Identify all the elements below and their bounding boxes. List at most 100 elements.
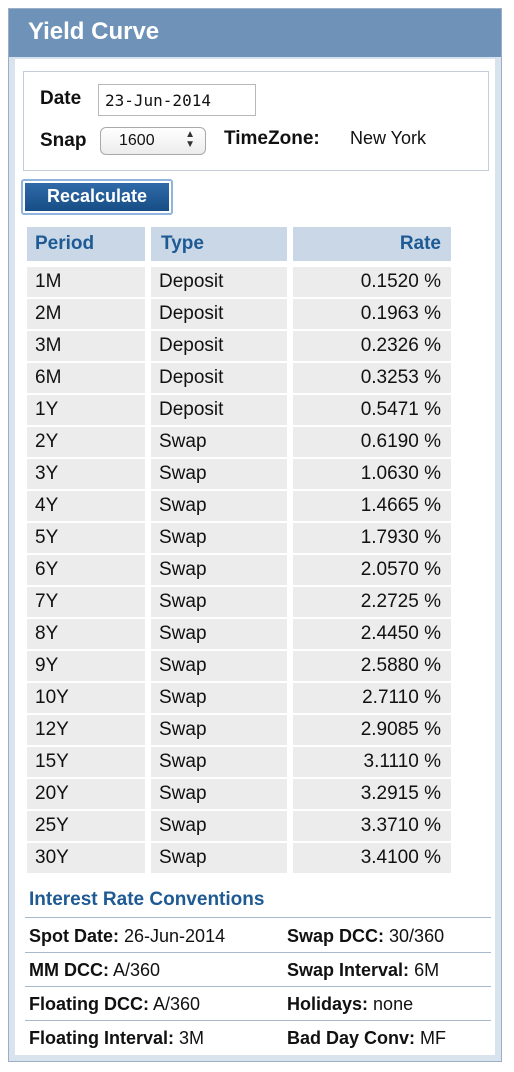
- timezone-value: New York: [350, 128, 427, 148]
- period-cell: 8Y: [27, 619, 145, 649]
- type-cell: Swap: [151, 619, 287, 649]
- table-row: 1Y Deposit 0.5471 %: [27, 395, 451, 425]
- type-cell: Deposit: [151, 331, 287, 361]
- rate-cell: 1.4665 %: [293, 491, 451, 521]
- floating-dcc-label: Floating DCC:: [29, 994, 149, 1014]
- table-row: 6M Deposit 0.3253 %: [27, 363, 451, 393]
- rate-cell: 0.6190 %: [293, 427, 451, 457]
- table-row: 3Y Swap 1.0630 %: [27, 459, 451, 489]
- holidays-item: Holidays: none: [287, 994, 413, 1015]
- type-cell: Swap: [151, 683, 287, 713]
- query-form: Date Snap 1600 ▲▼ TimeZone: New York: [23, 71, 489, 171]
- rate-cell: 1.7930 %: [293, 523, 451, 553]
- snap-label: Snap: [40, 130, 87, 151]
- swap-dcc-label: Swap DCC:: [287, 926, 385, 946]
- table-row: 2M Deposit 0.1963 %: [27, 299, 451, 329]
- type-cell: Swap: [151, 747, 287, 777]
- floating-interval-label: Floating Interval:: [29, 1028, 175, 1048]
- recalculate-button-label: Recalculate: [25, 183, 169, 211]
- rate-cell: 0.1963 %: [293, 299, 451, 329]
- snap-select[interactable]: 1600 ▲ ▼: [100, 127, 206, 155]
- column-header-rate: Rate: [293, 227, 451, 261]
- rate-cell: 2.7110 %: [293, 683, 451, 713]
- panel-body: Date Snap 1600 ▲▼ TimeZone: New York Rec…: [15, 59, 495, 1055]
- table-row: 4Y Swap 1.4665 %: [27, 491, 451, 521]
- type-cell: Deposit: [151, 395, 287, 425]
- rate-cell: 0.2326 %: [293, 331, 451, 361]
- type-cell: Swap: [151, 523, 287, 553]
- type-cell: Swap: [151, 491, 287, 521]
- table-row: 30Y Swap 3.4100 %: [27, 843, 451, 873]
- type-cell: Swap: [151, 843, 287, 873]
- period-cell: 1Y: [27, 395, 145, 425]
- period-cell: 4Y: [27, 491, 145, 521]
- type-cell: Swap: [151, 427, 287, 457]
- table-row: 3M Deposit 0.2326 %: [27, 331, 451, 361]
- period-cell: 3M: [27, 331, 145, 361]
- period-cell: 20Y: [27, 779, 145, 809]
- holidays-value: none: [373, 994, 414, 1014]
- table-row: 15Y Swap 3.1110 %: [27, 747, 451, 777]
- recalculate-button[interactable]: Recalculate: [21, 179, 173, 215]
- rate-cell: 0.5471 %: [293, 395, 451, 425]
- period-cell: 2M: [27, 299, 145, 329]
- period-cell: 6M: [27, 363, 145, 393]
- date-input[interactable]: [98, 84, 256, 116]
- rate-cell: 3.2915 %: [293, 779, 451, 809]
- period-cell: 30Y: [27, 843, 145, 873]
- rate-cell: 3.1110 %: [293, 747, 451, 777]
- table-row: 8Y Swap 2.4450 %: [27, 619, 451, 649]
- conventions-row-divider: [25, 952, 491, 953]
- rate-cell: 1.0630 %: [293, 459, 451, 489]
- floating-dcc-value: A/360: [153, 994, 201, 1014]
- mm-dcc-item: MM DCC: A/360: [29, 960, 160, 981]
- type-cell: Deposit: [151, 363, 287, 393]
- period-cell: 15Y: [27, 747, 145, 777]
- period-cell: 5Y: [27, 523, 145, 553]
- table-row: 7Y Swap 2.2725 %: [27, 587, 451, 617]
- yield-curve-panel: Yield Curve Date Snap 1600 ▲▼ TimeZone: …: [8, 8, 502, 1062]
- period-cell: 25Y: [27, 811, 145, 841]
- holidays-label: Holidays:: [287, 994, 369, 1014]
- swap-interval-item: Swap Interval: 6M: [287, 960, 439, 981]
- rate-cell: 2.4450 %: [293, 619, 451, 649]
- floating-interval-item: Floating Interval: 3M: [29, 1028, 204, 1049]
- column-header-type: Type: [151, 227, 287, 261]
- period-cell: 2Y: [27, 427, 145, 457]
- spot-date-item: Spot Date: 26-Jun-2014: [29, 926, 225, 947]
- period-cell: 1M: [27, 267, 145, 297]
- rate-cell: 2.2725 %: [293, 587, 451, 617]
- type-cell: Deposit: [151, 299, 287, 329]
- swap-interval-label: Swap Interval:: [287, 960, 410, 980]
- type-cell: Swap: [151, 651, 287, 681]
- type-cell: Swap: [151, 779, 287, 809]
- conventions-row-divider: [25, 1020, 491, 1021]
- rate-cell: 2.5880 %: [293, 651, 451, 681]
- mm-dcc-value: A/360: [113, 960, 161, 980]
- select-arrows-icon: ▲ ▼: [185, 129, 195, 150]
- floating-dcc-item: Floating DCC: A/360: [29, 994, 200, 1015]
- period-cell: 3Y: [27, 459, 145, 489]
- bad-day-conv-value: MF: [420, 1028, 447, 1048]
- date-label: Date: [40, 88, 82, 109]
- table-row: 1M Deposit 0.1520 %: [27, 267, 451, 297]
- type-cell: Swap: [151, 811, 287, 841]
- spot-date-value: 26-Jun-2014: [124, 926, 226, 946]
- rate-cell: 3.3710 %: [293, 811, 451, 841]
- panel-title: Yield Curve: [9, 9, 501, 57]
- bad-day-conv-label: Bad Day Conv:: [287, 1028, 416, 1048]
- type-cell: Swap: [151, 715, 287, 745]
- rate-cell: 0.3253 %: [293, 363, 451, 393]
- rate-cell: 3.4100 %: [293, 843, 451, 873]
- type-cell: Deposit: [151, 267, 287, 297]
- swap-dcc-value: 30/360: [389, 926, 445, 946]
- table-row: 5Y Swap 1.7930 %: [27, 523, 451, 553]
- type-cell: Swap: [151, 587, 287, 617]
- period-cell: 10Y: [27, 683, 145, 713]
- period-cell: 9Y: [27, 651, 145, 681]
- rate-cell: 2.9085 %: [293, 715, 451, 745]
- conventions-title: Interest Rate Conventions: [29, 889, 265, 910]
- type-cell: Swap: [151, 459, 287, 489]
- snap-select-value: 1600: [119, 132, 155, 149]
- period-cell: 7Y: [27, 587, 145, 617]
